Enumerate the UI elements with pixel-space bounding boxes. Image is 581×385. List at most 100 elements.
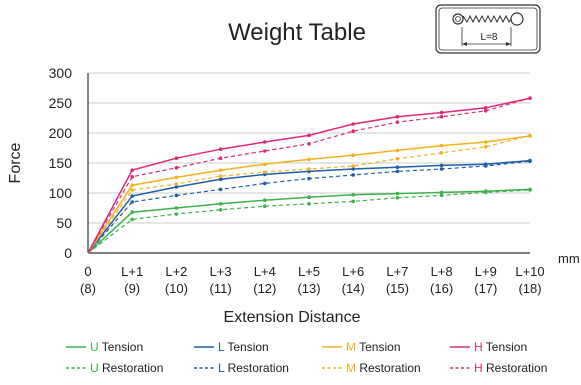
data-point [439,193,444,198]
data-point [130,188,134,192]
x-tick-label: L+4 [254,264,276,279]
data-point [351,193,356,197]
legend-item: L Restoration [194,361,289,375]
legend-item: U Tension [66,340,143,354]
series-lines [87,96,532,254]
data-point [174,206,179,210]
x-tick-label-secondary: (12) [253,281,276,296]
spring-length-label: L=8 [481,32,498,43]
x-tick-label: L+5 [298,264,320,279]
data-point [307,202,311,206]
x-tick-label-secondary: (13) [297,281,320,296]
data-point [528,188,532,192]
x-tick-label-secondary: (17) [474,281,497,296]
data-point [351,173,356,177]
x-tick-labels: 0 (8) L+1 (9) L+2 (10) L+3 (11) L+4 (12) L+5 (13) L+… [80,264,545,296]
x-tick-label: L+3 [210,264,232,279]
x-tick-label: L+10 [515,264,544,279]
x-unit-label: mm [558,251,580,266]
data-point [307,176,311,181]
data-point [174,182,179,186]
legend-label: L Restoration [218,361,289,375]
series-line [87,159,531,254]
data-point [174,185,179,189]
legend-item: M Restoration [322,361,421,375]
series-h-restoration [87,96,532,254]
data-point [528,96,532,100]
series-u-tension [87,187,532,254]
series-line [87,97,531,254]
legend-label: M Restoration [346,361,421,375]
y-tick-label: 200 [49,125,73,141]
data-point [130,168,134,172]
legend-label: L Tension [218,340,269,354]
x-tick-label: L+1 [121,264,143,279]
data-point [218,147,223,151]
x-tick-label: L+8 [431,264,453,279]
data-point [263,204,267,208]
data-point [307,133,311,138]
x-tick-label: L+7 [386,264,408,279]
data-point [174,193,179,198]
data-point [263,140,267,144]
legend-label: H Tension [474,340,527,354]
x-axis-label: Extension Distance [224,309,361,326]
series-u-restoration [87,188,532,254]
data-point [439,167,444,171]
legend-item: H Restoration [450,361,547,375]
x-tick-label-secondary: (8) [80,281,96,296]
data-point [484,145,488,149]
data-point [395,169,400,174]
data-point [218,156,223,160]
data-point [351,129,356,133]
data-point [484,106,488,110]
data-point [174,156,179,160]
data-point [395,196,400,200]
data-point [218,168,223,172]
data-point [395,157,400,161]
series-l-tension [87,158,532,254]
legend-label: U Restoration [90,361,163,375]
data-point [218,208,223,212]
data-point [351,167,356,171]
data-point [263,181,267,186]
data-point [130,183,134,187]
data-point [395,120,400,124]
series-h-tension [87,96,532,254]
series-line [87,189,531,254]
data-point [351,122,356,126]
data-point [395,148,400,153]
data-point [351,199,356,204]
data-point [395,115,400,119]
data-point [439,115,444,119]
legend: U Tension U Restoration L Tension L Restora… [66,340,547,375]
data-point [307,142,311,146]
spring-inset-diagram: L=8 [435,4,541,54]
grid [88,72,530,224]
data-point [307,167,311,171]
y-axis-label: Force [7,142,24,183]
data-point [484,109,488,113]
data-point [130,200,134,204]
data-point [351,153,356,157]
x-tick-label: L+6 [342,264,364,279]
series-m-restoration [87,133,532,254]
data-point [439,163,444,168]
data-point [439,143,444,148]
data-point [484,140,488,144]
legend-item: M Tension [322,340,401,354]
x-tick-label-secondary: (18) [518,281,541,296]
y-tick-label: 0 [64,245,72,261]
data-point [130,217,134,222]
y-tick-label: 150 [49,155,73,171]
y-tick-label: 300 [49,65,73,81]
data-point [439,110,444,115]
x-tick-label-secondary: (9) [124,281,140,296]
data-point [307,157,311,162]
x-tick-label-secondary: (14) [342,281,365,296]
data-point [218,202,223,206]
data-point [130,175,134,179]
x-tick-label-secondary: (15) [386,281,409,296]
data-point [174,175,179,180]
